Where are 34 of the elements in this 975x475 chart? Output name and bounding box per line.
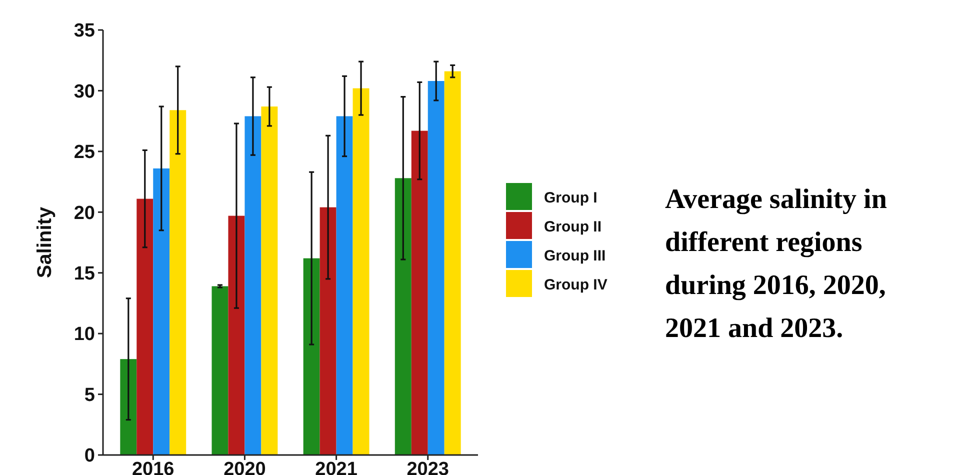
y-tick-label: 0 bbox=[84, 446, 95, 467]
bar bbox=[228, 216, 245, 455]
text: Average salinity in different regions during 2016, 2020, 2021 and 2023. bbox=[665, 184, 888, 344]
legend-label: Group I bbox=[544, 189, 598, 206]
bar bbox=[153, 168, 170, 455]
bar bbox=[352, 88, 370, 455]
legend-label: Group IV bbox=[544, 276, 608, 294]
bar bbox=[303, 258, 320, 455]
x-tick-label: 2021 bbox=[315, 459, 358, 475]
bar bbox=[320, 207, 336, 455]
bar bbox=[336, 116, 353, 455]
bar bbox=[212, 286, 228, 455]
bar bbox=[394, 178, 412, 455]
bar bbox=[444, 71, 461, 455]
y-tick-label: 10 bbox=[74, 324, 95, 346]
bar bbox=[120, 359, 137, 455]
bar bbox=[428, 81, 444, 455]
bar bbox=[136, 198, 154, 455]
x-tick-label: 2020 bbox=[224, 459, 266, 475]
bar bbox=[244, 116, 262, 455]
y-tick-label: 25 bbox=[74, 142, 96, 164]
y-tick-label: 5 bbox=[84, 384, 96, 406]
bar bbox=[170, 110, 186, 455]
y-tick-label: 35 bbox=[74, 20, 96, 42]
y-tick-label: 30 bbox=[74, 81, 95, 102]
x-tick-label: 2023 bbox=[406, 459, 450, 475]
y-tick-label: 20 bbox=[74, 202, 95, 224]
y-tick-label: 15 bbox=[74, 264, 96, 285]
legend-label: Group III bbox=[544, 247, 606, 264]
x-tick-label: 2016 bbox=[132, 459, 174, 475]
y-axis-title: Salinity bbox=[34, 206, 56, 278]
bar bbox=[411, 130, 428, 455]
legend-label: Group II bbox=[544, 218, 602, 236]
bar bbox=[261, 106, 278, 455]
